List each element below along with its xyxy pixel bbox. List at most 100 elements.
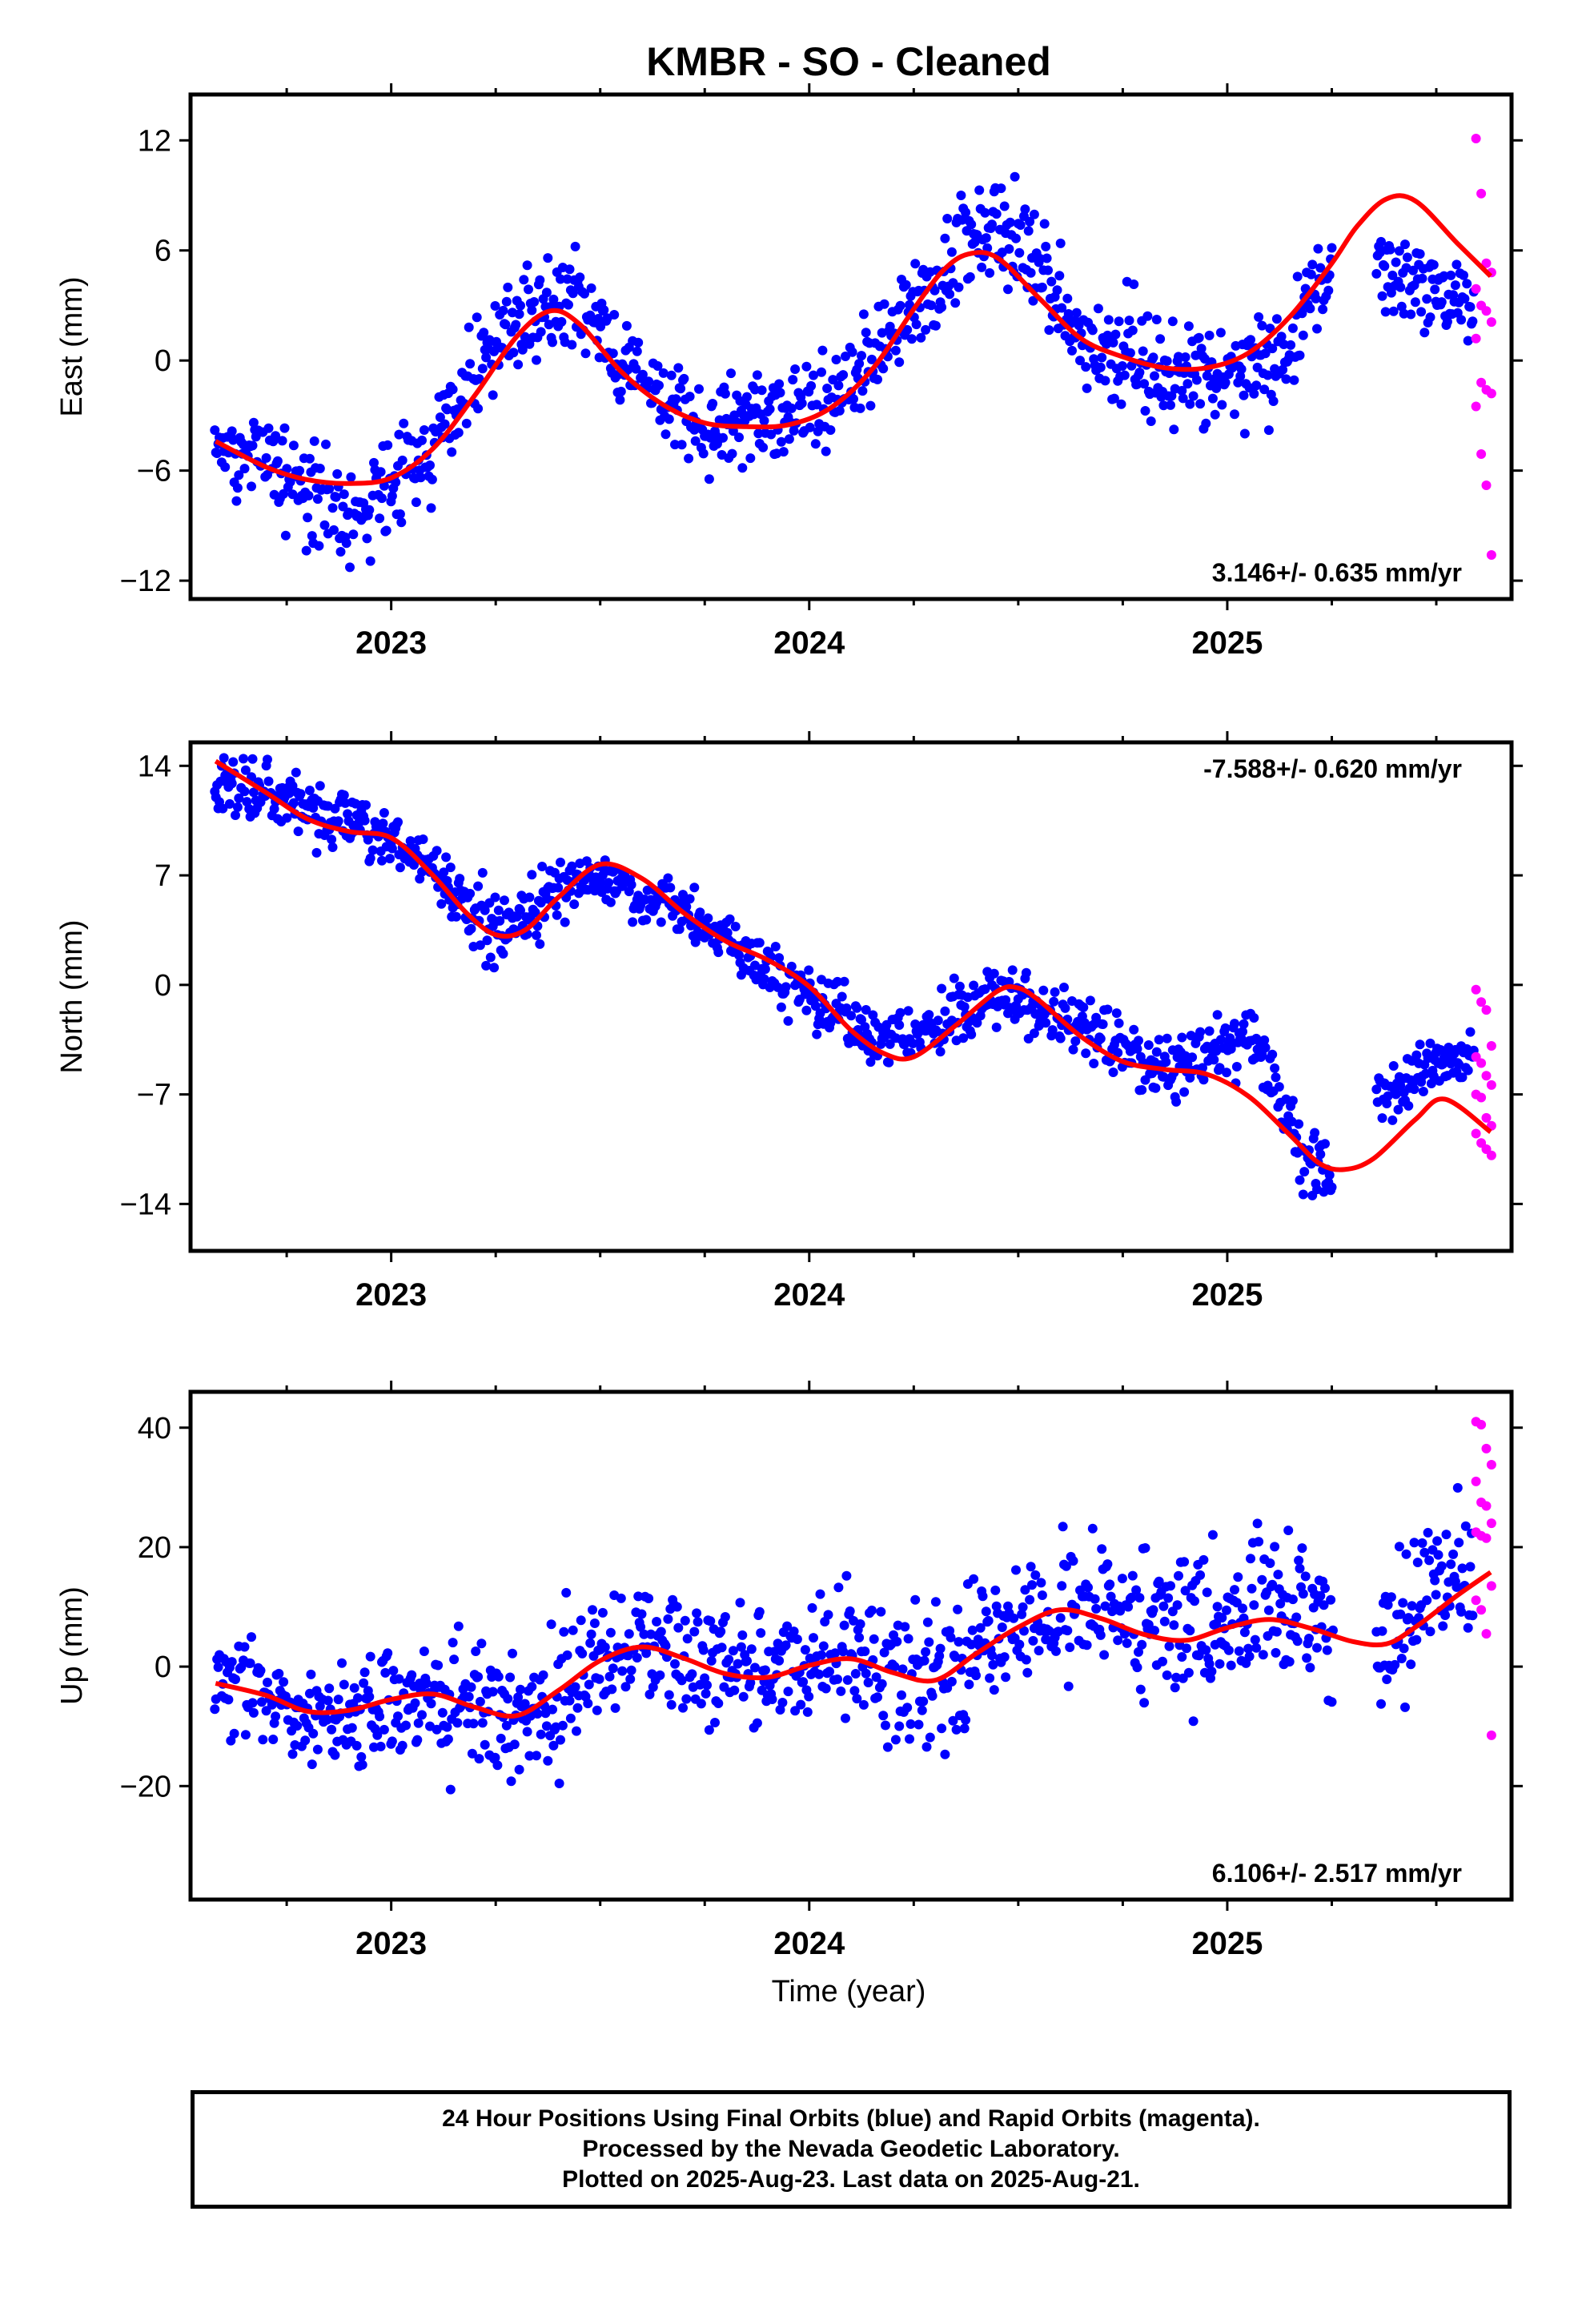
up-point: [969, 1574, 979, 1584]
east-point: [427, 474, 437, 485]
up-point: [1126, 1592, 1137, 1602]
up-point: [1164, 1641, 1174, 1651]
north-point: [1060, 1003, 1070, 1013]
up-point: [1062, 1626, 1073, 1636]
up-point: [426, 1699, 436, 1709]
up-point: [1465, 1562, 1476, 1572]
up-point: [245, 1658, 255, 1668]
up-point: [913, 1719, 924, 1730]
east-point: [556, 274, 565, 284]
up-point: [1376, 1699, 1386, 1709]
up-point: [442, 1722, 452, 1732]
up-point: [672, 1602, 682, 1612]
east-point: [416, 472, 426, 483]
up-point: [271, 1711, 281, 1722]
up-point: [983, 1615, 994, 1626]
up-point: [380, 1667, 391, 1678]
east-point: [1097, 352, 1107, 363]
north-point: [1150, 1083, 1161, 1093]
east-y-tick-label: 0: [155, 344, 171, 378]
up-point: [568, 1625, 578, 1635]
east-point: [391, 477, 401, 488]
up-point: [1190, 1596, 1199, 1606]
east-point: [1041, 241, 1051, 251]
north-point: [234, 793, 244, 803]
up-point: [802, 1707, 813, 1717]
north-point: [1259, 1035, 1270, 1045]
east-point: [1174, 352, 1183, 362]
north-point: [949, 973, 959, 983]
up-point: [716, 1626, 726, 1637]
up-point: [1183, 1667, 1194, 1678]
north-point: [1209, 1055, 1219, 1065]
up-point: [557, 1720, 568, 1731]
east-point: [1312, 324, 1322, 334]
up-point: [538, 1670, 548, 1680]
north-point: [725, 914, 735, 924]
up-point: [1377, 1626, 1387, 1636]
north-point: [734, 950, 744, 960]
east-point: [369, 457, 379, 468]
north-point: [465, 888, 476, 899]
up-point: [873, 1692, 882, 1703]
east-point: [742, 392, 752, 402]
up-point: [774, 1655, 785, 1666]
up-point: [588, 1605, 597, 1615]
up-point: [821, 1683, 831, 1694]
up-point: [312, 1744, 323, 1755]
east-point: [1004, 243, 1014, 254]
east-point: [1268, 396, 1279, 406]
north-point: [379, 808, 389, 818]
north-point: [493, 905, 504, 915]
east-point: [609, 310, 620, 320]
up-point: [905, 1719, 916, 1729]
east-point: [1267, 344, 1278, 354]
up-point: [308, 1728, 319, 1739]
east-point: [239, 464, 250, 474]
up-point: [1143, 1619, 1154, 1630]
east-point: [362, 533, 372, 544]
north-point: [1274, 1082, 1284, 1092]
up-point: [349, 1683, 359, 1693]
up-point: [1463, 1622, 1473, 1633]
east-point: [1417, 273, 1427, 283]
east-point: [1416, 307, 1427, 317]
east-point: [345, 562, 355, 573]
north-point: [1199, 1075, 1209, 1085]
up-point: [890, 1735, 901, 1745]
north-point: [1267, 1049, 1278, 1059]
up-point: [948, 1715, 958, 1726]
up-point: [375, 1711, 385, 1722]
east-point: [841, 352, 850, 361]
north-point: [1238, 1027, 1247, 1037]
east-y-tick-label: −6: [137, 455, 171, 489]
east-point: [1263, 370, 1273, 380]
east-point: [1055, 238, 1066, 248]
up-point: [1270, 1542, 1280, 1552]
east-point: [379, 480, 389, 491]
up-point: [990, 1585, 1001, 1595]
east-rapid-point: [1471, 333, 1481, 344]
east-point: [220, 462, 231, 472]
up-point: [897, 1690, 906, 1700]
north-point: [804, 965, 814, 975]
east-point: [1289, 375, 1299, 385]
up-point: [353, 1693, 363, 1703]
north-point: [1222, 1068, 1231, 1078]
east-y-tick-label: 6: [155, 235, 171, 268]
up-point: [570, 1682, 580, 1692]
north-point: [852, 1003, 862, 1013]
east-point: [288, 440, 299, 451]
north-point: [663, 873, 673, 883]
up-point: [841, 1713, 850, 1723]
north-point: [1134, 1035, 1143, 1046]
east-point: [1428, 259, 1439, 270]
north-point: [567, 861, 577, 871]
up-point: [706, 1655, 717, 1666]
north-point: [367, 845, 378, 855]
east-point: [902, 324, 913, 335]
east-point: [1380, 307, 1391, 317]
up-point: [735, 1598, 745, 1608]
north-point: [1249, 1013, 1259, 1023]
east-point: [564, 300, 573, 310]
